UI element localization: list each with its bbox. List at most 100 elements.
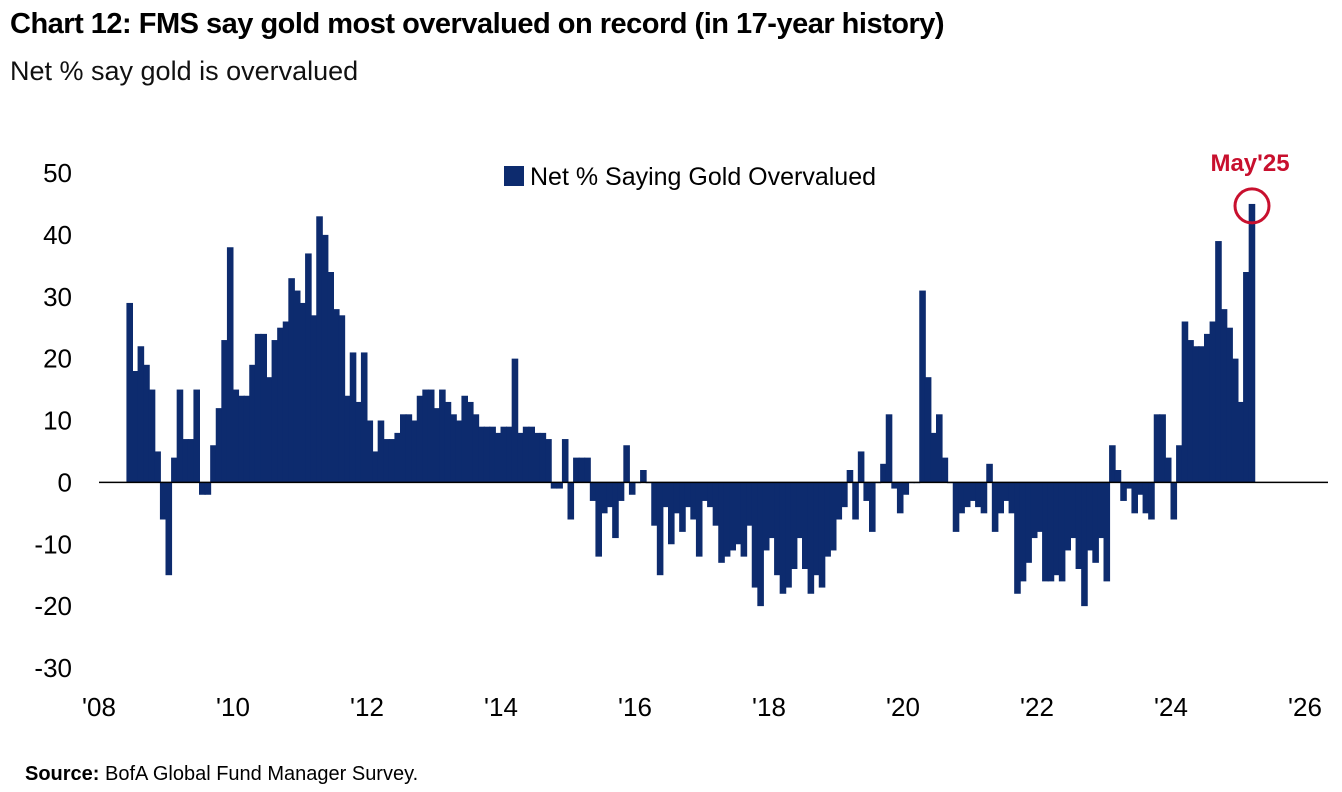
bar bbox=[249, 364, 256, 483]
bar bbox=[673, 482, 681, 514]
bar bbox=[472, 414, 480, 483]
bar bbox=[1064, 482, 1071, 551]
bar bbox=[182, 439, 189, 483]
bar bbox=[534, 432, 541, 483]
bar bbox=[958, 482, 965, 514]
legend-label: Net % Saying Gold Overvalued bbox=[530, 163, 876, 191]
bar bbox=[896, 482, 904, 514]
bar bbox=[1176, 445, 1183, 483]
bar bbox=[511, 358, 519, 483]
bar bbox=[165, 482, 173, 576]
bar bbox=[902, 482, 910, 495]
bar bbox=[400, 414, 407, 483]
bar bbox=[589, 482, 597, 501]
bar bbox=[880, 463, 887, 483]
bar bbox=[1008, 482, 1016, 514]
legend: Net % Saying Gold Overvalued bbox=[504, 163, 876, 191]
bar bbox=[1070, 482, 1077, 539]
bar bbox=[550, 482, 558, 489]
bar bbox=[1003, 482, 1010, 501]
annotation-label: May'25 bbox=[1210, 150, 1289, 177]
y-tick-label: 0 bbox=[58, 467, 72, 497]
bar bbox=[924, 377, 932, 483]
bar bbox=[1120, 482, 1127, 501]
bar bbox=[835, 482, 843, 520]
y-tick-label: -20 bbox=[34, 591, 72, 621]
bar bbox=[986, 463, 993, 483]
bar bbox=[802, 482, 809, 570]
bar bbox=[260, 333, 267, 483]
bar bbox=[232, 389, 240, 483]
bar bbox=[1014, 482, 1021, 594]
y-tick-label: 30 bbox=[43, 282, 72, 312]
bar bbox=[1114, 470, 1122, 483]
x-tick-label: '22 bbox=[1020, 692, 1054, 722]
bar bbox=[824, 482, 831, 557]
bar bbox=[316, 216, 323, 483]
bar bbox=[561, 439, 569, 483]
bar bbox=[433, 408, 441, 483]
bar bbox=[154, 451, 161, 483]
bar bbox=[656, 482, 664, 576]
source-label: Source: bbox=[25, 763, 100, 785]
bar bbox=[723, 482, 731, 557]
bar bbox=[891, 482, 898, 489]
bar bbox=[863, 482, 870, 501]
bar bbox=[1109, 445, 1116, 483]
x-tick-label: '26 bbox=[1288, 692, 1322, 722]
bar bbox=[416, 395, 424, 483]
bar bbox=[762, 482, 770, 551]
bar bbox=[930, 432, 937, 483]
y-tick-label: -10 bbox=[34, 529, 72, 559]
bar bbox=[126, 302, 133, 483]
bar bbox=[1164, 457, 1172, 483]
x-tick-label: '24 bbox=[1154, 692, 1188, 722]
bar bbox=[785, 482, 792, 588]
bar bbox=[813, 482, 820, 576]
bar bbox=[355, 401, 362, 483]
bar bbox=[952, 482, 960, 532]
bar bbox=[494, 432, 502, 483]
annotation: May'25 bbox=[1210, 150, 1290, 225]
bar bbox=[623, 445, 630, 483]
bar bbox=[740, 482, 748, 557]
y-tick-label: 50 bbox=[43, 158, 72, 188]
bar bbox=[187, 439, 195, 483]
bar bbox=[651, 482, 658, 526]
bar bbox=[293, 290, 301, 483]
bar bbox=[662, 482, 669, 508]
x-tick-label: '14 bbox=[484, 692, 518, 722]
bar bbox=[360, 352, 368, 483]
bar bbox=[1237, 401, 1245, 483]
bar bbox=[1148, 482, 1155, 520]
bar bbox=[1103, 482, 1111, 582]
bar bbox=[690, 482, 697, 520]
bar bbox=[238, 395, 245, 483]
bar bbox=[226, 247, 234, 483]
y-tick-label: 20 bbox=[43, 344, 72, 374]
bar bbox=[422, 389, 429, 483]
bar bbox=[467, 401, 474, 483]
bar bbox=[573, 457, 580, 483]
bar bbox=[617, 482, 625, 501]
bar bbox=[1081, 482, 1088, 607]
x-tick-label: '10 bbox=[216, 692, 250, 722]
bar bbox=[176, 389, 184, 483]
bar bbox=[796, 482, 803, 539]
bar bbox=[132, 371, 139, 483]
bar bbox=[963, 482, 971, 508]
bar bbox=[210, 445, 217, 483]
bar bbox=[522, 426, 530, 483]
bar bbox=[1181, 321, 1189, 483]
bar bbox=[980, 482, 988, 514]
bar bbox=[735, 482, 742, 545]
bar bbox=[148, 389, 156, 483]
bar-series bbox=[126, 203, 1256, 607]
y-axis-labels: 50 40 30 20 10 0 -10 -20 -30 bbox=[34, 158, 72, 683]
bar bbox=[193, 389, 200, 483]
bar bbox=[489, 426, 496, 483]
bar bbox=[1159, 414, 1166, 483]
bar bbox=[885, 414, 893, 483]
bar bbox=[757, 482, 764, 607]
bar bbox=[1153, 414, 1161, 483]
